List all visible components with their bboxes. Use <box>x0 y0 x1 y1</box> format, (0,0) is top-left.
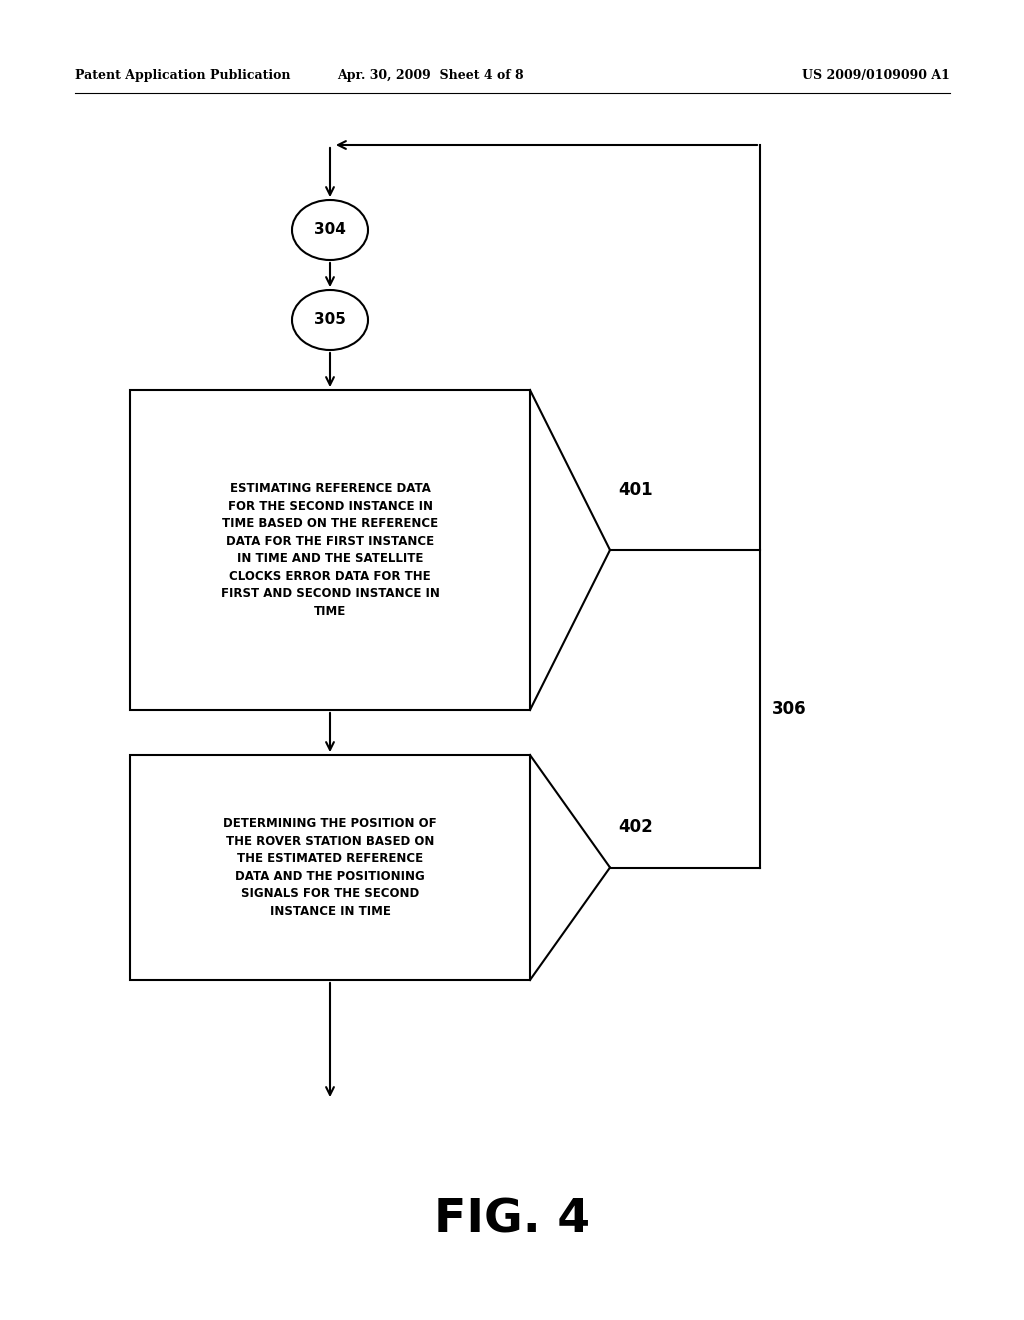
Bar <box>130 389 530 710</box>
Text: 304: 304 <box>314 223 346 238</box>
Text: ESTIMATING REFERENCE DATA
FOR THE SECOND INSTANCE IN
TIME BASED ON THE REFERENCE: ESTIMATING REFERENCE DATA FOR THE SECOND… <box>220 482 439 618</box>
Bar <box>130 755 530 979</box>
Text: Apr. 30, 2009  Sheet 4 of 8: Apr. 30, 2009 Sheet 4 of 8 <box>337 69 523 82</box>
Text: 401: 401 <box>618 480 652 499</box>
Ellipse shape <box>292 201 368 260</box>
Text: FIG. 4: FIG. 4 <box>434 1197 590 1242</box>
Text: 306: 306 <box>772 700 807 718</box>
Text: 402: 402 <box>618 818 652 837</box>
Text: Patent Application Publication: Patent Application Publication <box>75 69 291 82</box>
Text: DETERMINING THE POSITION OF
THE ROVER STATION BASED ON
THE ESTIMATED REFERENCE
D: DETERMINING THE POSITION OF THE ROVER ST… <box>223 817 437 917</box>
Text: 305: 305 <box>314 313 346 327</box>
Ellipse shape <box>292 290 368 350</box>
Text: US 2009/0109090 A1: US 2009/0109090 A1 <box>802 69 950 82</box>
